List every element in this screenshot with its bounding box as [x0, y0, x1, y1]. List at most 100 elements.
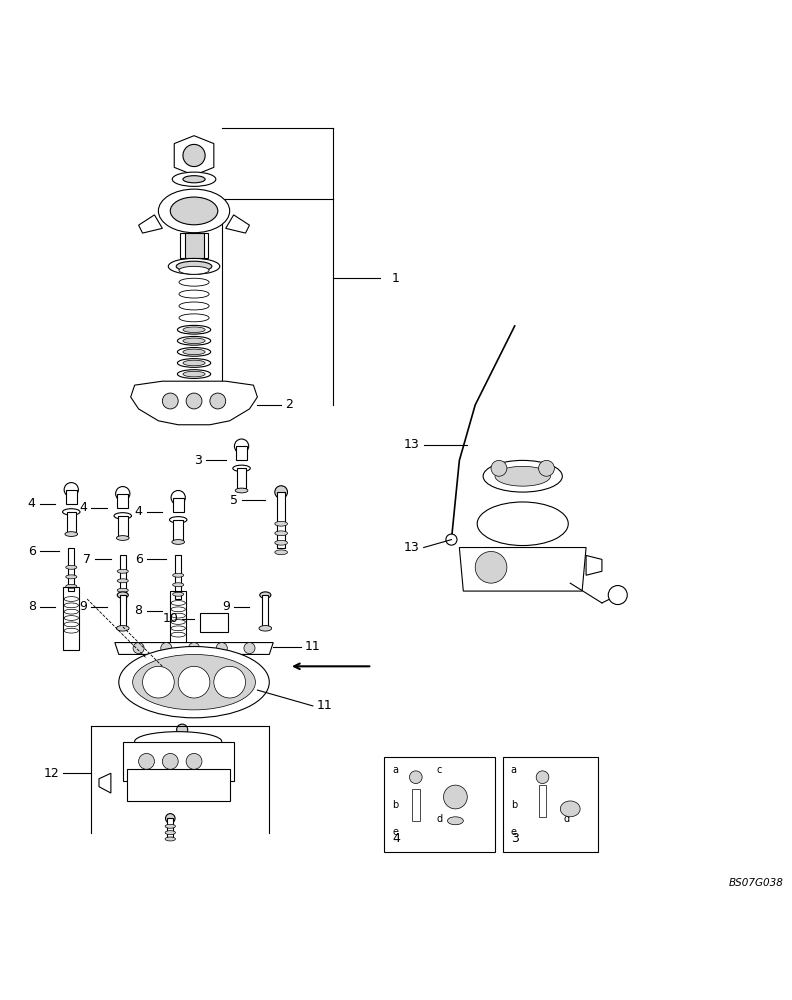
Text: 13: 13	[404, 438, 420, 451]
Ellipse shape	[235, 488, 248, 493]
Text: b: b	[392, 800, 398, 810]
Ellipse shape	[64, 597, 78, 601]
Circle shape	[116, 487, 130, 501]
Ellipse shape	[168, 258, 219, 274]
Ellipse shape	[173, 592, 184, 596]
Text: 1: 1	[392, 272, 400, 285]
Ellipse shape	[173, 583, 184, 587]
Polygon shape	[115, 643, 273, 654]
Bar	[123, 742, 234, 781]
Text: e: e	[511, 827, 517, 837]
Ellipse shape	[179, 326, 209, 334]
Bar	[180, 233, 208, 258]
Circle shape	[188, 643, 200, 654]
Bar	[120, 555, 126, 603]
Ellipse shape	[165, 824, 175, 828]
Circle shape	[608, 586, 627, 605]
Ellipse shape	[64, 628, 78, 633]
Ellipse shape	[64, 603, 78, 608]
Bar	[68, 548, 74, 591]
Polygon shape	[459, 548, 586, 591]
Circle shape	[161, 643, 172, 654]
Bar	[127, 769, 230, 801]
Circle shape	[64, 483, 78, 497]
Ellipse shape	[165, 831, 175, 835]
Bar	[237, 468, 246, 488]
Ellipse shape	[177, 370, 211, 378]
Circle shape	[234, 439, 249, 453]
Bar	[262, 595, 268, 627]
Ellipse shape	[119, 647, 269, 718]
Bar	[200, 613, 228, 632]
Ellipse shape	[183, 176, 205, 183]
Ellipse shape	[132, 654, 255, 710]
Ellipse shape	[64, 622, 78, 627]
Text: 9: 9	[79, 600, 87, 613]
Polygon shape	[131, 381, 257, 425]
Text: 5: 5	[230, 493, 238, 506]
Circle shape	[244, 643, 255, 654]
Bar	[236, 446, 247, 460]
Text: 11: 11	[317, 699, 333, 712]
Circle shape	[536, 771, 549, 784]
Bar	[412, 789, 420, 821]
Circle shape	[444, 785, 467, 809]
Ellipse shape	[117, 569, 128, 573]
Ellipse shape	[171, 601, 185, 605]
Circle shape	[491, 460, 507, 476]
Ellipse shape	[171, 632, 185, 637]
Ellipse shape	[260, 592, 271, 598]
Ellipse shape	[233, 465, 250, 471]
Bar	[120, 595, 126, 627]
Bar	[118, 516, 128, 536]
Text: d: d	[436, 814, 443, 824]
Ellipse shape	[170, 197, 218, 225]
Bar	[175, 555, 181, 599]
Ellipse shape	[183, 371, 205, 377]
Ellipse shape	[169, 517, 187, 523]
Ellipse shape	[116, 536, 129, 540]
Text: 4: 4	[392, 832, 400, 845]
Ellipse shape	[65, 532, 78, 536]
Bar	[167, 818, 173, 837]
Text: 7: 7	[83, 553, 91, 566]
Circle shape	[409, 771, 422, 784]
Ellipse shape	[66, 584, 77, 588]
Bar	[173, 520, 183, 540]
Circle shape	[171, 490, 185, 505]
Text: 8: 8	[28, 600, 36, 613]
Ellipse shape	[117, 579, 128, 583]
Ellipse shape	[179, 290, 209, 298]
Circle shape	[133, 643, 144, 654]
Ellipse shape	[177, 336, 211, 345]
Ellipse shape	[179, 266, 209, 274]
Ellipse shape	[172, 172, 215, 186]
Circle shape	[214, 666, 246, 698]
Text: 3: 3	[194, 454, 202, 467]
Text: -11: -11	[166, 742, 182, 752]
Ellipse shape	[171, 607, 185, 612]
Ellipse shape	[171, 613, 185, 618]
Ellipse shape	[275, 550, 287, 555]
Text: 12: 12	[44, 767, 59, 780]
Text: BS07G038: BS07G038	[729, 878, 784, 888]
Ellipse shape	[117, 588, 128, 592]
Circle shape	[275, 486, 287, 498]
Ellipse shape	[66, 575, 77, 579]
Polygon shape	[139, 215, 162, 233]
Ellipse shape	[477, 502, 568, 546]
Ellipse shape	[117, 592, 128, 598]
Ellipse shape	[275, 521, 287, 526]
Ellipse shape	[183, 349, 205, 355]
Circle shape	[183, 144, 205, 167]
Ellipse shape	[114, 513, 131, 519]
Text: 4: 4	[28, 497, 36, 510]
Ellipse shape	[179, 314, 209, 322]
Bar	[170, 591, 186, 654]
Ellipse shape	[275, 540, 287, 545]
Ellipse shape	[560, 801, 580, 817]
Ellipse shape	[116, 626, 129, 631]
Bar	[185, 233, 204, 258]
Ellipse shape	[447, 817, 463, 825]
Circle shape	[162, 393, 178, 409]
